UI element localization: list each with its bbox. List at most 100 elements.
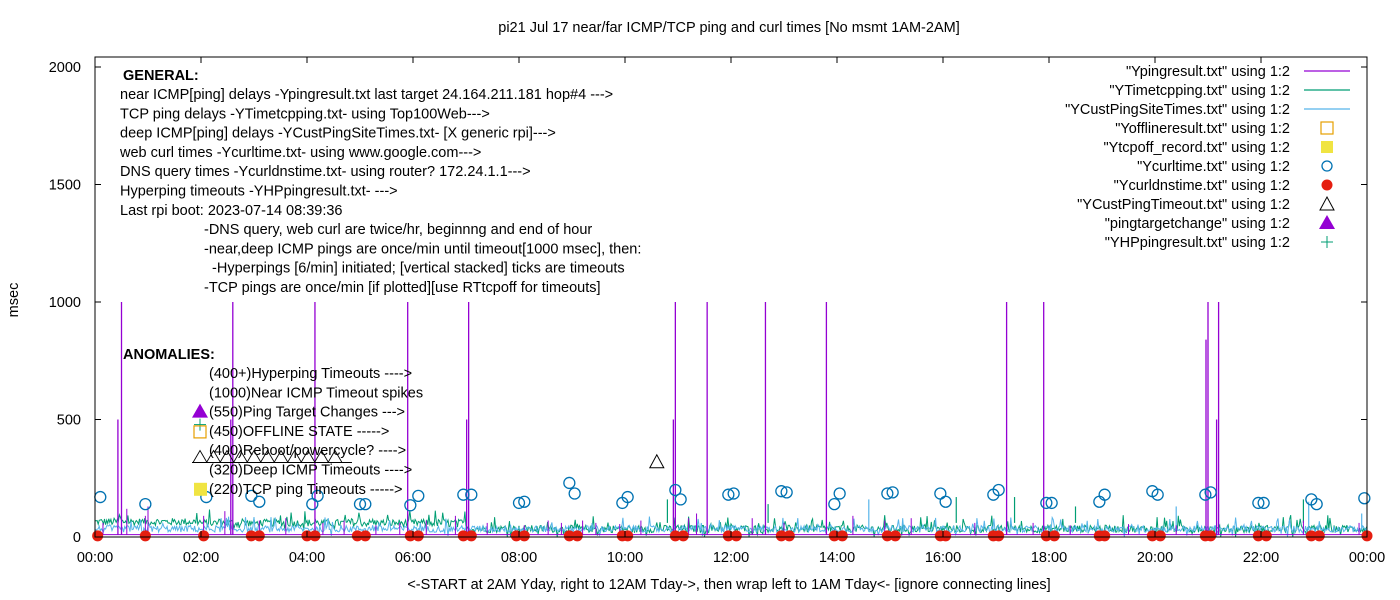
curldnstime-point	[351, 530, 363, 542]
curltime-point	[1151, 488, 1164, 501]
curltime-point	[1040, 496, 1053, 510]
anomaly-line: (450)OFFLINE STATE ----->	[209, 424, 389, 440]
curltime-point	[780, 486, 793, 499]
general-line: DNS query times -Ycurldnstime.txt- using…	[120, 164, 531, 180]
curltime-point	[139, 497, 152, 511]
note-line: -near,deep ICMP pings are once/min until…	[204, 241, 641, 257]
curltime-point	[775, 485, 788, 498]
x-axis-label: <-START at 2AM Yday, right to 12AM Tday-…	[407, 577, 1050, 593]
annotations-layer: GENERAL: near ICMP[ping] delays -Ypingres…	[119, 68, 641, 498]
general-line: deep ICMP[ping] delays -YCustPingSiteTim…	[120, 126, 556, 142]
legend-filled-square-icon	[1321, 141, 1333, 153]
curltime-point	[359, 497, 372, 511]
x-tick-label: 12:00	[713, 550, 749, 566]
curltime-point	[669, 483, 682, 497]
y-tick-label: 500	[57, 413, 81, 429]
x-tick-label: 14:00	[819, 550, 855, 566]
curldnstime-point	[622, 530, 634, 542]
curldnstime-point	[1205, 530, 1217, 542]
legend-label: "YCustPingTimeout.txt" using 1:2	[1077, 197, 1290, 213]
curldnstime-point	[1313, 530, 1325, 542]
curldnstime-point	[1048, 530, 1060, 542]
legend-label: "Yofflineresult.txt" using 1:2	[1115, 121, 1290, 137]
y-tick-label: 1000	[49, 295, 81, 311]
curldnstime-point	[253, 530, 265, 542]
curltime-point	[881, 487, 894, 500]
curldnstime-point	[677, 530, 689, 542]
anomaly-line: (400+)Hyperping Timeouts ---->	[209, 366, 412, 382]
curldnstime-point	[940, 530, 952, 542]
x-tick-label: 02:00	[183, 550, 219, 566]
curldnstime-point	[730, 530, 742, 542]
curltime-point	[353, 497, 367, 511]
ping-target-change-icon	[192, 403, 208, 418]
legend-open-circle-icon	[1321, 160, 1333, 172]
curldnstime-point	[1305, 530, 1317, 542]
curltime-point	[934, 487, 947, 500]
x-tick-label: 00:00	[1349, 550, 1385, 566]
legend-label: "Ypingresult.txt" using 1:2	[1126, 64, 1290, 80]
note-line: -Hyperpings [6/min] initiated; [vertical…	[204, 261, 625, 277]
legend-open-square-icon	[1320, 121, 1334, 135]
note-line: -TCP pings are once/min [if plotted][use…	[204, 280, 601, 296]
deep-icmp-timeout-icon	[192, 449, 208, 463]
curltime-point	[1093, 495, 1106, 508]
curltime-point	[1358, 492, 1371, 505]
curldnstime-point	[1154, 530, 1166, 542]
curldnstime-point	[1099, 530, 1111, 542]
anomaly-line: (1000)Near ICMP Timeout spikes	[209, 385, 423, 401]
curltime-point	[568, 487, 581, 500]
curltime-point	[518, 495, 531, 508]
curldnstime-point	[359, 530, 371, 542]
curldnstime-point	[245, 530, 257, 542]
legend-label: "YTimetcpping.txt" using 1:2	[1109, 83, 1290, 99]
legend-open-triangle-icon	[1319, 195, 1335, 211]
legend-label: "Ycurltime.txt" using 1:2	[1137, 159, 1290, 175]
curldnstime-point	[881, 530, 893, 542]
curltime-point	[833, 487, 846, 500]
curltime-point	[404, 499, 417, 512]
curltime-point	[306, 497, 319, 511]
x-tick-label: 16:00	[925, 550, 961, 566]
curltime-point	[992, 483, 1005, 497]
legend: "Ypingresult.txt" using 1:2 "YTimetcpping…	[1065, 64, 1350, 251]
legend-filled-triangle-icon	[1319, 215, 1335, 229]
curltime-point	[939, 495, 952, 508]
curltime-point	[1310, 497, 1323, 511]
general-line: near ICMP[ping] delays -Ypingresult.txt …	[120, 87, 613, 103]
curltime-point	[674, 493, 687, 506]
curltime-point	[512, 496, 526, 510]
curltime-point	[727, 487, 740, 500]
curldnstime-point	[465, 530, 477, 542]
general-heading: GENERAL:	[123, 68, 199, 84]
curldnstime-point	[457, 530, 469, 542]
curldnstime-point	[412, 530, 424, 542]
x-tick-label: 04:00	[289, 550, 325, 566]
x-tick-label: 22:00	[1243, 550, 1279, 566]
curldnstime-point	[139, 530, 151, 542]
curltime-point	[94, 490, 107, 504]
general-line: web curl times -Ycurltime.txt- using www…	[119, 145, 481, 161]
x-tick-label: 20:00	[1137, 550, 1173, 566]
curltime-point	[253, 495, 266, 508]
general-line: TCP ping delays -YTimetcpping.txt- using…	[120, 106, 490, 122]
x-tick-label: 06:00	[395, 550, 431, 566]
y-axis-label: msec	[6, 283, 22, 318]
legend-label: "Ycurldnstime.txt" using 1:2	[1114, 178, 1290, 194]
anomaly-line: (550)Ping Target Changes --->	[209, 405, 405, 421]
curldnstime-point	[571, 530, 583, 542]
x-tick-label: 00:00	[77, 550, 113, 566]
curldnstime-point	[993, 530, 1005, 542]
curldnstime-point	[198, 530, 210, 542]
curltime-point	[1257, 496, 1270, 510]
y-tick-label: 2000	[49, 60, 81, 76]
general-line: Last rpi boot: 2023-07-14 08:39:36	[120, 203, 343, 219]
curldnstime-point	[309, 530, 321, 542]
curltime-point	[563, 476, 576, 490]
general-line: Hyperping timeouts -YHPpingresult.txt- -…	[120, 184, 398, 200]
curltime-point	[1098, 488, 1111, 501]
x-tick-label: 08:00	[501, 550, 537, 566]
curltime-point	[457, 488, 470, 501]
curldnstime-point	[563, 530, 575, 542]
